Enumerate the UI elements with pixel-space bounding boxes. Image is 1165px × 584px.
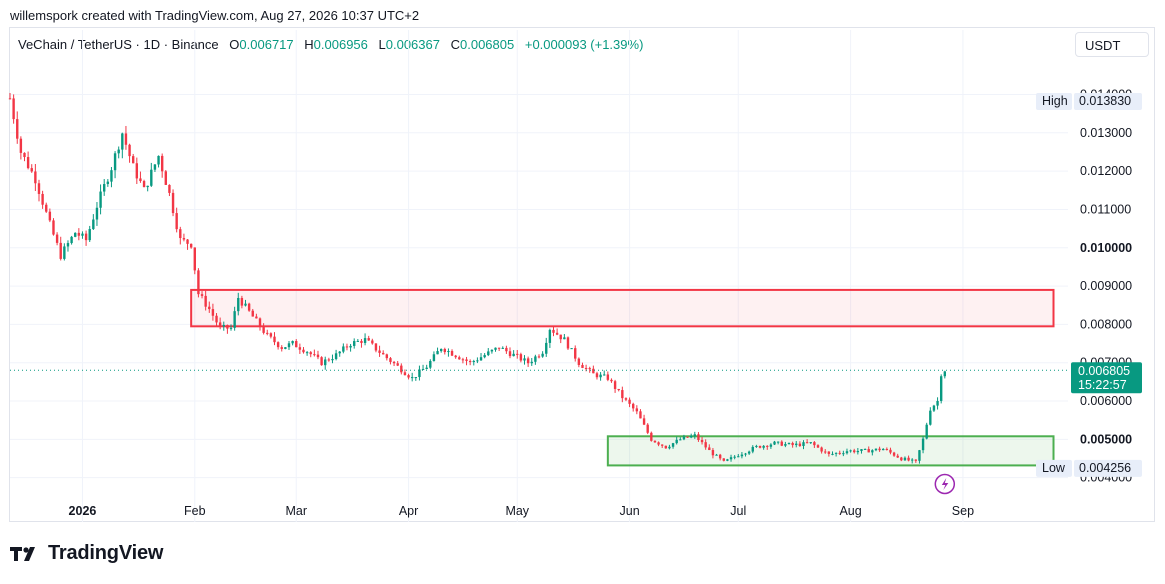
tradingview-logo-icon (10, 546, 35, 561)
currency-selector[interactable]: USDT (1075, 32, 1149, 57)
high-value: 0.006956 (313, 37, 368, 52)
close-value: 0.006805 (460, 37, 515, 52)
change-value: +0.000093 (+1.39%) (524, 37, 644, 52)
chart-frame (9, 27, 1155, 522)
low-value: 0.006367 (385, 37, 440, 52)
symbol-title[interactable]: VeChain / TetherUS · 1D · Binance (18, 37, 219, 52)
open-label: O (229, 37, 240, 52)
low-label: L (378, 37, 386, 52)
brand-name: TradingView (48, 542, 164, 564)
open-value: 0.006717 (239, 37, 294, 52)
tradingview-logo[interactable]: TradingView (10, 542, 163, 565)
symbol-legend[interactable]: VeChain / TetherUS · 1D · Binance O0.006… (18, 37, 643, 52)
close-label: C (450, 37, 460, 52)
high-label: H (304, 37, 314, 52)
chart-credit: willemspork created with TradingView.com… (10, 8, 420, 23)
